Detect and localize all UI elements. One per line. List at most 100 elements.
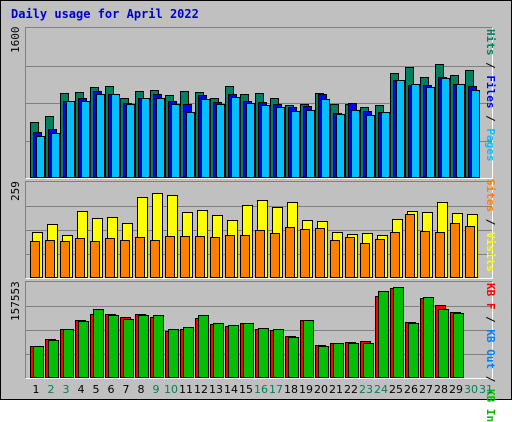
bar-sites [210,237,220,278]
bar-pages [126,104,135,178]
bar-kb-in [78,321,89,378]
bar-sites [180,236,190,278]
bar-kb-in [138,315,149,378]
bar-sites [30,241,40,278]
bar-sites [255,230,265,278]
legend-entry: KB Out [484,329,497,370]
bar-pages [66,101,75,178]
legend-entry: Sites [484,179,497,213]
x-tick-label: 27 [419,383,433,396]
bar-sites [90,241,100,278]
bar-kb-in [393,287,404,378]
bar-pages [156,98,165,178]
x-tick-label: 22 [344,383,358,396]
legend-entry: KB F [484,283,497,310]
bar-pages [396,80,405,178]
bar-sites [45,240,55,278]
bar-pages [381,112,390,178]
bar-kb-in [198,315,209,378]
bar-pages [456,84,465,178]
bar-sites [150,240,160,278]
x-tick-label: 24 [374,383,388,396]
bar-kb-in [273,329,284,378]
x-axis-day-labels: 1 2 3 4 5 6 7 8 9 10 11 12 13 14 15 16 17 18 19 20 21 22 23 24 2… [25,383,494,397]
bar-kb-in [108,315,119,378]
x-tick-label: 18 [284,383,298,396]
bar-sites [375,239,385,278]
bar-sites [165,236,175,278]
x-tick-label: 5 [92,383,100,396]
x-tick-label: 6 [107,383,115,396]
bar-sites [270,233,280,278]
bar-pages [81,101,90,178]
x-tick-label: 28 [434,383,448,396]
bar-kb-in [48,340,59,378]
bar-kb-in [183,327,194,378]
bar-sites [450,223,460,278]
bar-sites [300,229,310,278]
bar-pages [96,94,105,178]
bar-kb-in [288,337,299,378]
bar-sites [195,236,205,278]
bar-pages [246,103,255,178]
bar-kb-in [123,319,134,378]
bar-sites [345,237,355,278]
bar-pages [36,136,45,178]
bar-kb-in [228,325,239,378]
bar-pages [336,114,345,178]
visits-ymax-label: 259 [9,181,22,201]
bar-kb-in [63,329,74,378]
bar-kb-in [258,328,269,378]
bar-sites [405,214,415,278]
bar-pages [306,110,315,178]
legend-separator: / [484,55,497,76]
x-tick-label: 21 [329,383,343,396]
visits-sites-chart [26,193,492,278]
bar-kb-in [168,329,179,378]
bar-sites [360,243,370,278]
x-tick-label: 11 [179,383,193,396]
hits-ymax-label: 1600 [9,26,22,54]
x-tick-label: 3 [62,383,70,396]
bar-sites [75,238,85,278]
bar-sites [240,235,250,278]
x-tick-label: 17 [269,383,283,396]
x-tick-label: 13 [209,383,223,396]
x-tick-label: 29 [449,383,463,396]
bar-kb-in [318,346,329,378]
x-tick-label: 7 [122,383,130,396]
x-tick-label: 19 [299,383,313,396]
bar-pages [216,104,225,178]
bar-pages [291,111,300,178]
x-tick-label: 14 [224,383,238,396]
bar-kb-in [333,343,344,378]
x-tick-label: 25 [389,383,403,396]
kbytes-panel [25,281,493,379]
bar-sites [420,231,430,278]
bar-sites [120,240,130,278]
x-tick-label: 23 [359,383,373,396]
hits-files-pages-legend: Hits / Files / Pages [484,29,497,162]
bar-kb-in [243,323,254,378]
x-tick-label: 16 [254,383,268,396]
bar-pages [201,99,210,178]
bar-kb-in [453,313,464,378]
bar-pages [231,97,240,178]
bar-sites [330,240,340,278]
bar-kb-in [438,309,449,378]
hits-files-pages-panel [25,27,493,179]
bar-pages [276,107,285,178]
x-tick-label: 30 [464,383,478,396]
x-tick-label: 15 [239,383,253,396]
bar-pages [426,87,435,178]
kbytes-ymax-label: 157553 [9,281,22,321]
bar-pages [321,99,330,178]
x-tick-label: 8 [137,383,145,396]
bar-sites [315,228,325,278]
bar-kb-in [93,309,104,378]
bar-kb-in [303,320,314,378]
bar-kb-in [363,343,374,378]
x-tick-label: 26 [404,383,418,396]
bar-sites [435,232,445,278]
bar-kb-in [348,343,359,378]
